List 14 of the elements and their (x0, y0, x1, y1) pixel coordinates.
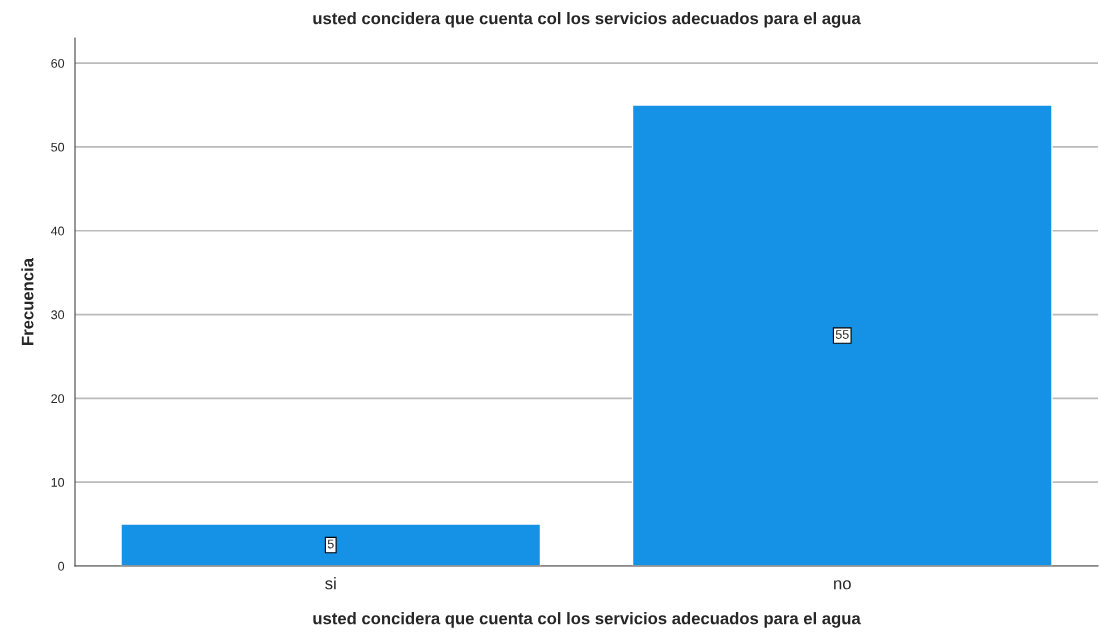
x-axis-title: usted concidera que cuenta col los servicios adecuados para el agua (313, 612, 861, 628)
y-tick-label: 40 (50, 226, 65, 236)
x-tick-label: no (834, 580, 851, 590)
y-tick-label: 0 (58, 561, 65, 571)
y-tick-label: 20 (51, 394, 65, 404)
y-tick-label: 30 (51, 310, 65, 320)
chart-title: usted concidera que cuenta col los servicios adecuados para el agua (313, 12, 861, 28)
data-label: 55 (835, 330, 849, 339)
data-label: 5 (327, 539, 334, 549)
x-tick-label: si (325, 577, 336, 590)
y-tick-label: 10 (51, 477, 65, 487)
y-tick-label: 50 (51, 142, 65, 152)
y-axis-title: Frecuencia (21, 257, 34, 345)
y-tick-label: 60 (51, 58, 65, 68)
